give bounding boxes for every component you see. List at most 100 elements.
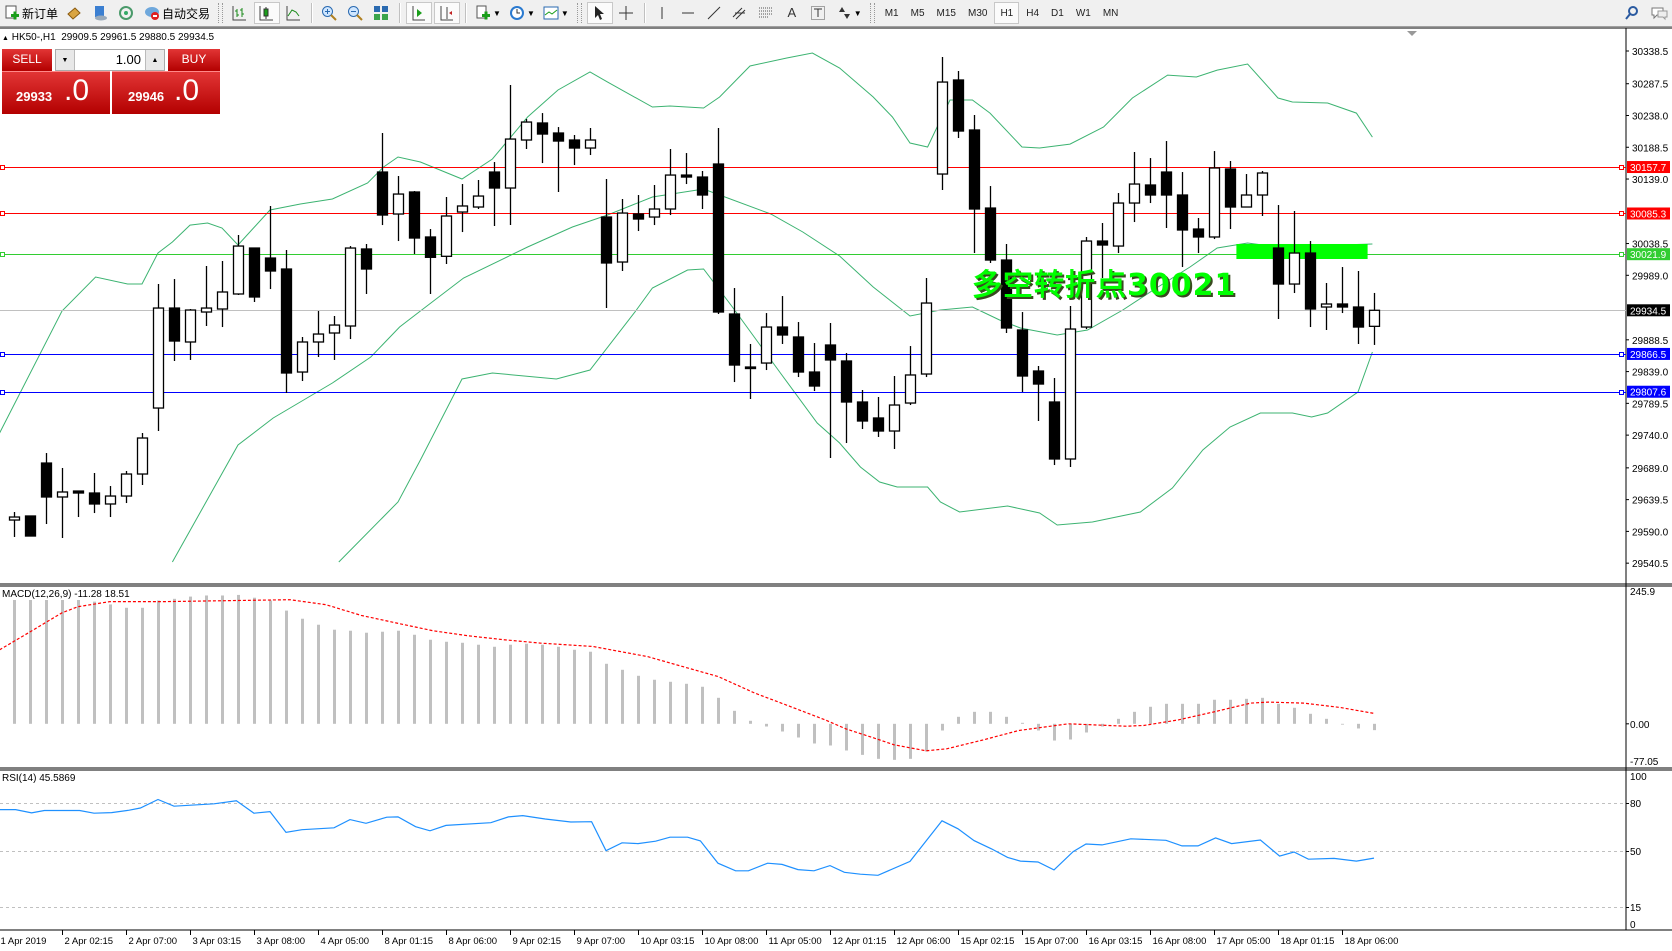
collapse-arrow-icon[interactable]: ▲: [2, 35, 9, 42]
candle: [1208, 151, 1221, 240]
macd-histogram-bar: [1053, 723, 1056, 741]
candle: [264, 205, 277, 290]
toolbar-grip[interactable]: [218, 3, 224, 23]
candle: [648, 185, 661, 226]
candle: [1096, 222, 1109, 279]
candle: [856, 390, 869, 430]
candle: [120, 471, 133, 504]
toolbar-grip[interactable]: [576, 3, 582, 23]
buy-price-button[interactable]: 29946 .0: [112, 71, 220, 114]
timeframe-d1-button[interactable]: D1: [1051, 7, 1064, 19]
sell-price-button[interactable]: 29933 .0: [2, 71, 110, 114]
fibonacci-button[interactable]: [755, 2, 779, 24]
bar-chart-button[interactable]: [228, 2, 252, 24]
auto-trading-button[interactable]: 自动交易: [141, 2, 213, 24]
chart-shift-button[interactable]: [434, 2, 461, 24]
macd-histogram-bar: [349, 630, 352, 724]
candle: [392, 176, 405, 242]
text-button[interactable]: A: [781, 2, 805, 24]
dropdown-arrow-icon: ▼: [560, 8, 569, 18]
sell-price-main: 29933: [16, 89, 53, 104]
macd-histogram-bar: [525, 643, 528, 724]
crosshair-button[interactable]: [615, 2, 639, 24]
candle-body-bullish: [520, 121, 533, 141]
lot-increase-button[interactable]: ▲: [145, 50, 164, 70]
data-window-button[interactable]: [89, 2, 113, 24]
candle: [1032, 365, 1045, 422]
line-anchor-handle[interactable]: [1619, 352, 1624, 357]
macd-histogram-bar: [1101, 723, 1104, 727]
line-anchor-handle[interactable]: [0, 352, 5, 357]
search-button[interactable]: [1621, 2, 1645, 24]
timeframe-m1-button[interactable]: M1: [884, 7, 899, 19]
zoom-in-button[interactable]: [318, 2, 342, 24]
text-label-button[interactable]: [807, 2, 831, 24]
candle-body-bearish: [568, 139, 581, 149]
candle-body-bearish: [168, 307, 181, 342]
buy-button[interactable]: BUY: [168, 49, 220, 71]
candle-body-bullish: [296, 341, 309, 373]
macd-histogram-bar: [605, 663, 608, 724]
lot-decrease-button[interactable]: ▼: [56, 50, 75, 70]
toolbar-grip[interactable]: [869, 3, 875, 23]
macd-histogram-bar: [1069, 723, 1072, 740]
line-anchor-handle[interactable]: [1619, 252, 1624, 257]
line-anchor-handle[interactable]: [0, 211, 5, 216]
candle: [1000, 243, 1013, 334]
line-anchor-handle[interactable]: [1619, 390, 1624, 395]
candle-body-bearish: [984, 207, 997, 261]
sell-button[interactable]: SELL: [2, 49, 52, 71]
macd-histogram-bar: [765, 723, 768, 727]
candle-body-bullish: [1240, 194, 1253, 208]
chat-button[interactable]: [1647, 2, 1671, 24]
line-anchor-handle[interactable]: [0, 165, 5, 170]
vertical-line-button[interactable]: [651, 2, 675, 24]
lot-input[interactable]: 1.00: [115, 52, 141, 67]
candle-body-bearish: [776, 326, 789, 336]
candle-body-bullish: [8, 516, 21, 521]
line-anchor-handle[interactable]: [0, 390, 5, 395]
turning-point-zone[interactable]: [1236, 243, 1368, 260]
timeframe-mn-button[interactable]: MN: [1102, 7, 1119, 19]
candle: [8, 512, 21, 537]
tile-windows-button[interactable]: [370, 2, 394, 24]
line-chart-button[interactable]: [282, 2, 306, 24]
timeframe-w1-button[interactable]: W1: [1075, 7, 1091, 19]
zoom-out-button[interactable]: [344, 2, 368, 24]
candlestick-chart-button[interactable]: [254, 2, 281, 24]
timeframe-m15-button[interactable]: M15: [936, 7, 956, 19]
arrow-down-icon: ▼: [61, 56, 69, 64]
equidistant-channel-button[interactable]: [729, 2, 753, 24]
arrows-button[interactable]: ▼: [833, 2, 865, 24]
auto-scroll-button[interactable]: [406, 2, 433, 24]
templates-button[interactable]: ▼: [540, 2, 572, 24]
chat-icon: [1650, 5, 1668, 21]
price-tag-label: 29866.5: [1630, 350, 1667, 361]
timeframe-h1-button[interactable]: H1: [994, 2, 1020, 24]
macd-histogram-bar: [749, 720, 752, 724]
line-anchor-handle[interactable]: [1619, 211, 1624, 216]
candle-body-bearish: [1096, 240, 1109, 246]
new-order-button[interactable]: 新订单: [1, 2, 61, 24]
turning-point-annotation[interactable]: 多空转折点30021: [972, 268, 1237, 303]
horizontal-line-button[interactable]: [677, 2, 701, 24]
timeframe-h4-button[interactable]: H4: [1026, 7, 1040, 19]
time-tick-label: 2 Apr 02:15: [65, 936, 114, 947]
line-anchor-handle[interactable]: [0, 252, 5, 257]
timeframe-m5-button[interactable]: M5: [910, 7, 925, 19]
line-anchor-handle[interactable]: [1619, 165, 1624, 170]
history-button[interactable]: [63, 2, 87, 24]
lot-stepper[interactable]: ▼ 1.00 ▲: [55, 49, 165, 71]
candle: [40, 453, 53, 525]
signal-button[interactable]: [115, 2, 139, 24]
candle-body-bullish: [1288, 252, 1301, 285]
timeframe-m30-button[interactable]: M30: [967, 7, 988, 19]
indicators-button[interactable]: ▼: [472, 2, 504, 24]
time-tick-label: 8 Apr 06:00: [449, 936, 498, 947]
periods-button[interactable]: ▼: [506, 2, 538, 24]
cursor-button[interactable]: [586, 2, 613, 24]
trendline-button[interactable]: [703, 2, 727, 24]
price-tag: [1627, 207, 1670, 220]
candle-body-bearish: [1272, 247, 1285, 285]
